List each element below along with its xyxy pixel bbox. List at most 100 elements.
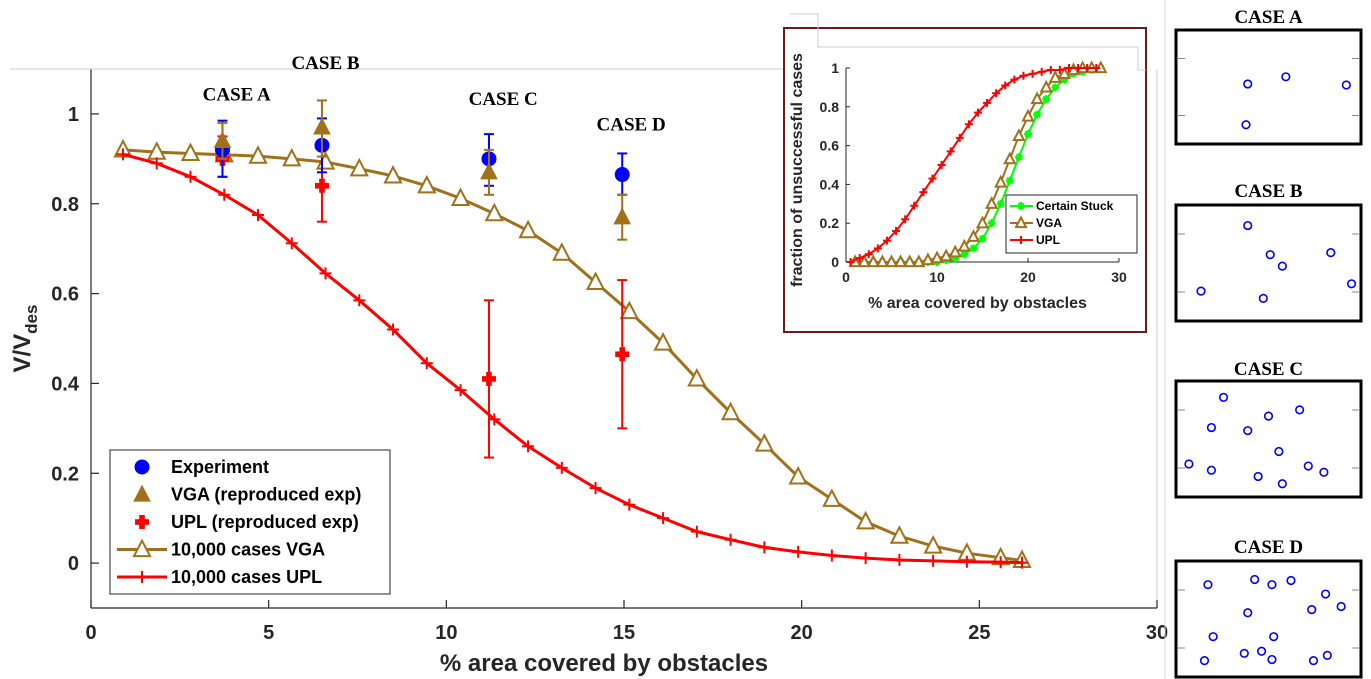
case-panel-frame [1174,28,1363,146]
inset-vga-marker [1021,108,1035,122]
inset-legend-marker-certain [1017,202,1025,210]
upl-line-marker [758,541,771,554]
inset-chart: 0 10 20 30 0 0.2 0.4 0.6 0.8 1 % area covered by o… [783,13,1147,333]
main-xtick-label: 10 [435,622,457,644]
inset-upl-marker [873,244,882,253]
inset-certain-marker [1024,129,1032,138]
upl-line-marker [960,555,973,568]
obstacle-marker [1243,79,1253,89]
obstacle-marker [1206,465,1217,475]
main-y-axis-label-subscript: des [22,305,41,334]
inset-upl-marker [901,215,910,224]
obstacle-marker [1208,632,1218,642]
upl-line-marker [184,170,197,183]
obstacle-marker [1253,471,1263,482]
upl-line-marker [150,157,163,170]
case-panel-frame [1174,203,1363,323]
inset-vga-marker [866,254,880,268]
inset-upl-marker [882,236,891,245]
main-ytick-label: 1 [68,104,79,126]
obstacle-marker [1239,648,1249,658]
vga-line-marker [923,535,943,554]
inset-upl-marker [1037,67,1046,76]
inset-ytick-label: 0.6 [820,138,840,154]
vga-line-marker [282,147,302,167]
legend-marker-upl-line [136,571,148,583]
inset-legend: Certain Stuck VGA UPL [1005,194,1138,254]
vga-exp-point [480,162,498,180]
legend-label: VGA (reproduced exp) [171,485,361,505]
main-ytick-label: 0.6 [51,284,79,306]
upl-line-marker [116,148,129,161]
upl-line-marker [623,498,636,511]
inset-xtick-label: 20 [1020,269,1036,285]
inset-certain-marker [1033,110,1042,119]
inset-legend-label: Certain Stuck [1036,199,1114,213]
inset-upl-marker [973,108,982,117]
inset-vga-marker [1012,128,1026,142]
case-label: CASE C [469,89,538,110]
inset-vga-marker [939,248,953,262]
vga-line-marker [518,219,538,239]
obstacle-marker [1322,650,1332,661]
inset-ytick-label: 0.4 [820,176,840,192]
vga-exp-point [213,130,232,148]
upl-line-marker [927,554,940,567]
inset-upl-marker [910,201,919,210]
inset-upl-marker [955,133,964,142]
inset-xtick-label: 0 [842,269,850,285]
case-panel-title: CASE B [1234,181,1302,202]
legend-marker-vga-exp [133,484,151,502]
obstacle-marker [1346,279,1357,289]
inset-upl-marker [964,120,973,129]
inset-legend-label: UPL [1036,233,1060,247]
vga-line-marker [585,271,606,290]
legend-label: 10,000 cases VGA [171,540,325,560]
inset-ytick-label: 1 [831,60,839,76]
obstacle-marker [1341,80,1351,90]
legend-marker-upl-exp [135,515,149,529]
main-legend-box [109,449,391,595]
upl-line-marker [825,549,838,562]
vga-line-marker [754,433,775,452]
upl-line-marker [252,208,265,221]
main-ytick-label: 0.8 [51,194,79,216]
main-xtick-label: 0 [85,622,96,644]
obstacle-marker [1196,286,1206,296]
series-line-vga_line [122,148,1023,562]
inset-vga-marker [966,229,981,242]
obstacle-marker [1206,422,1217,433]
inset-upl-marker [892,226,901,235]
inset-upl-marker [1019,71,1028,80]
main-ytick-label: 0 [68,553,79,575]
vga-line-marker [855,510,876,530]
inset-legend-marker-upl [1017,236,1025,244]
inset-upl-marker [937,161,946,169]
inset-upl-marker [1083,64,1092,72]
case-panel-title: CASE C [1234,359,1303,380]
inset-certain-marker-s3 [960,250,968,258]
inset-certain-marker-s3 [988,219,996,227]
inset-vga-marker [1030,91,1044,105]
upl-exp-point [615,347,630,362]
obstacle-marker [1269,632,1279,642]
case-panels: CASE A CASE B CASE C CASE D [1164,0,1363,679]
inset-vga-marker [1048,70,1062,83]
obstacle-marker [1250,574,1260,585]
vga-line-marker [788,465,808,485]
obstacle-marker [1308,655,1319,666]
upl-line-marker [1015,556,1028,569]
upl-line-marker [285,237,298,250]
vga-exp-point [613,207,632,225]
obstacle-marker [1303,461,1313,471]
inset-upl-marker [1092,64,1101,72]
inset-legend-marker-certain-s3 [1017,202,1025,210]
vga-line-marker [450,187,471,206]
obstacle-marker [1307,605,1317,615]
inset-upl-marker [855,254,864,263]
inset-vga-marker [893,254,908,268]
vga-line-marker [619,300,639,320]
inset-certain-marker [1014,153,1023,162]
upl-line-marker [420,357,433,370]
vga-line-marker [822,488,842,507]
